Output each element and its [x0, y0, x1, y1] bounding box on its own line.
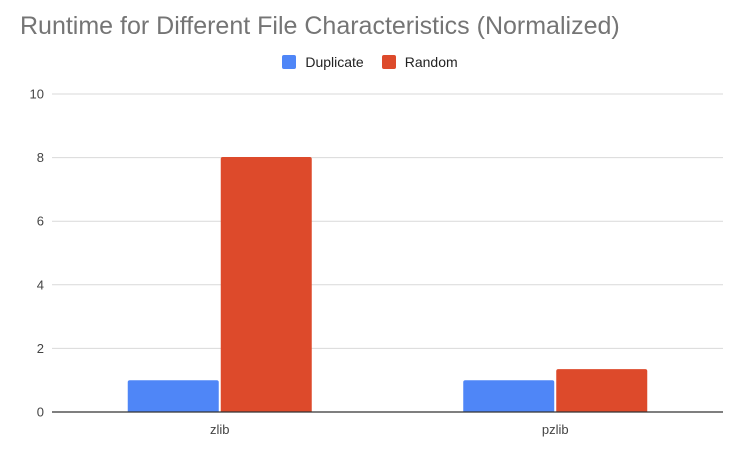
legend-label-random: Random — [404, 54, 458, 70]
legend-item-duplicate[interactable]: Duplicate — [282, 54, 364, 70]
bar-random-zlib — [220, 156, 312, 412]
y-tick-label: 0 — [37, 405, 44, 420]
x-tick-label: pzlib — [542, 422, 569, 437]
legend-swatch-random — [381, 55, 396, 69]
legend: Duplicate Random — [0, 54, 740, 70]
legend-label-duplicate: Duplicate — [305, 54, 364, 70]
x-tick-label: zlib — [210, 422, 230, 437]
y-tick-label: 4 — [37, 277, 44, 292]
legend-item-random[interactable]: Random — [381, 54, 458, 70]
y-tick-label: 10 — [30, 87, 44, 102]
bar-duplicate-zlib — [127, 380, 219, 412]
bar-duplicate-pzlib — [463, 380, 555, 412]
legend-swatch-duplicate — [282, 55, 297, 69]
y-tick-label: 8 — [37, 150, 44, 165]
bar-random-pzlib — [556, 369, 648, 412]
chart-title: Runtime for Different File Characteristi… — [20, 12, 620, 40]
y-tick-label: 6 — [37, 214, 44, 229]
y-tick-label: 2 — [37, 341, 44, 356]
